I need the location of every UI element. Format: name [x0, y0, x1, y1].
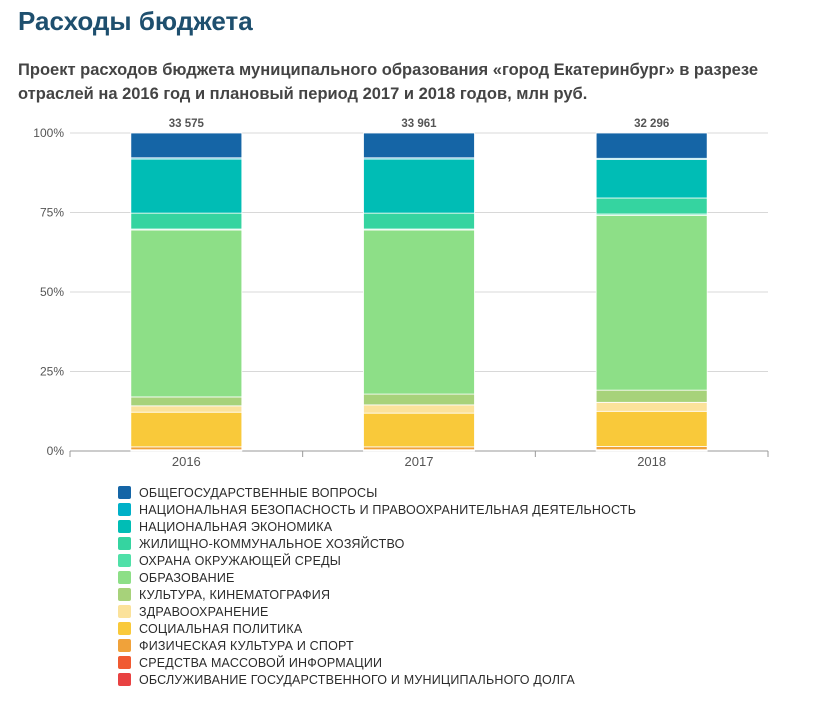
y-tick-label: 100% [33, 126, 64, 140]
bar-segment [130, 411, 243, 448]
bar-segment [130, 229, 243, 398]
legend-label: НАЦИОНАЛЬНАЯ ЭКОНОМИКА [139, 519, 333, 534]
bar-segment [130, 396, 243, 407]
legend-label: КУЛЬТУРА, КИНЕМАТОГРАФИЯ [139, 587, 331, 602]
legend-swatch [118, 588, 131, 601]
bar-total-label: 32 296 [634, 118, 669, 130]
legend-swatch [118, 605, 131, 618]
legend-item[interactable]: СРЕДСТВА МАССОВОЙ ИНФОРМАЦИИ [118, 654, 636, 671]
legend-label: ОБСЛУЖИВАНИЕ ГОСУДАРСТВЕННОГО И МУНИЦИПА… [139, 672, 575, 687]
legend-label: СОЦИАЛЬНАЯ ПОЛИТИКА [139, 621, 303, 636]
y-tick-label: 50% [40, 285, 64, 299]
legend-item[interactable]: ЗДРАВООХРАНЕНИЕ [118, 603, 636, 620]
legend-label: ЖИЛИЩНО-КОММУНАЛЬНОЕ ХОЗЯЙСТВО [139, 536, 405, 551]
legend-label: ЗДРАВООХРАНЕНИЕ [139, 604, 269, 619]
chart-subtitle: Проект расходов бюджета муниципального о… [18, 61, 759, 103]
stacked-bar-chart: 0% 25% 50% 75% 100% 33 575 2016 33 961 2017 32 29… [33, 118, 769, 469]
legend-swatch [118, 656, 131, 669]
legend-label: НАЦИОНАЛЬНАЯ БЕЗОПАСНОСТЬ И ПРАВООХРАНИТ… [139, 502, 637, 517]
bar-segment [363, 158, 475, 214]
legend-swatch [118, 622, 131, 635]
legend-swatch [118, 639, 131, 652]
legend-swatch [118, 486, 131, 499]
bar-segment [595, 410, 708, 447]
legend-item[interactable]: ОХРАНА ОКРУЖАЮЩЕЙ СРЕДЫ [118, 552, 636, 569]
bar-segment [595, 132, 708, 159]
y-tick-label: 25% [40, 365, 64, 379]
chart-title: Расходы бюджета [18, 6, 253, 36]
legend-label: ОХРАНА ОКРУЖАЮЩЕЙ СРЕДЫ [139, 553, 342, 568]
bar-segment [130, 212, 243, 230]
legend-item[interactable]: ФИЗИЧЕСКАЯ КУЛЬТУРА И СПОРТ [118, 637, 636, 654]
bar-segment [363, 404, 475, 414]
legend-item[interactable]: ОБСЛУЖИВАНИЕ ГОСУДАРСТВЕННОГО И МУНИЦИПА… [118, 671, 636, 688]
legend-label: ФИЗИЧЕСКАЯ КУЛЬТУРА И СПОРТ [139, 638, 354, 653]
legend-item[interactable]: НАЦИОНАЛЬНАЯ ЭКОНОМИКА [118, 518, 636, 535]
y-tick-label: 0% [47, 444, 65, 458]
bar-segment [595, 214, 708, 391]
legend-swatch [118, 520, 131, 533]
legend-swatch [118, 554, 131, 567]
x-tick-label: 2017 [405, 454, 434, 469]
bar-segment [130, 446, 243, 451]
bar-segment [130, 405, 243, 413]
legend-swatch [118, 537, 131, 550]
bar-segment [363, 229, 475, 395]
x-tick-label: 2016 [172, 454, 201, 469]
bar-segment [130, 132, 243, 159]
legend-swatch [118, 673, 131, 686]
bar-total-label: 33 961 [401, 118, 437, 130]
legend-label: ОБРАЗОВАНИЕ [139, 570, 235, 585]
y-tick-label: 75% [40, 206, 64, 220]
legend-swatch [118, 571, 131, 584]
legend-swatch [118, 503, 131, 516]
chart-legend: ОБЩЕГОСУДАРСТВЕННЫЕ ВОПРОСЫ НАЦИОНАЛЬНАЯ … [118, 484, 636, 688]
bar-segment [595, 389, 708, 403]
bar-segment [595, 401, 708, 412]
bar-segment [595, 159, 708, 199]
bar-total-label: 33 575 [169, 118, 205, 130]
legend-item[interactable]: ОБЩЕГОСУДАРСТВЕННЫЕ ВОПРОСЫ [118, 484, 636, 501]
legend-item[interactable]: СОЦИАЛЬНАЯ ПОЛИТИКА [118, 620, 636, 637]
bar-segment [130, 158, 243, 214]
x-tick-label: 2018 [637, 454, 666, 469]
bar-segment [363, 446, 475, 451]
legend-label: СРЕДСТВА МАССОВОЙ ИНФОРМАЦИИ [139, 655, 383, 670]
bar-segment [595, 197, 708, 215]
bar-segment [363, 212, 475, 230]
legend-label: ОБЩЕГОСУДАРСТВЕННЫЕ ВОПРОСЫ [139, 485, 378, 500]
bar-segment [363, 393, 475, 406]
legend-item[interactable]: НАЦИОНАЛЬНАЯ БЕЗОПАСНОСТЬ И ПРАВООХРАНИТ… [118, 501, 636, 518]
legend-item[interactable]: КУЛЬТУРА, КИНЕМАТОГРАФИЯ [118, 586, 636, 603]
bar-segment [363, 412, 475, 448]
legend-item[interactable]: ОБРАЗОВАНИЕ [118, 569, 636, 586]
legend-item[interactable]: ЖИЛИЩНО-КОММУНАЛЬНОЕ ХОЗЯЙСТВО [118, 535, 636, 552]
bar-segment [363, 132, 475, 159]
bar-segment [595, 446, 708, 451]
